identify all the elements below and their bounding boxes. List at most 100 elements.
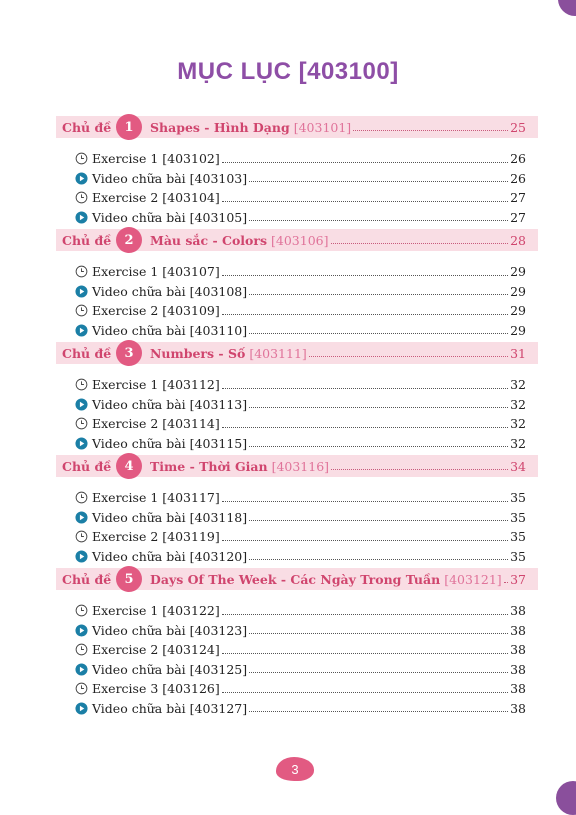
entry-page: 32 (510, 377, 526, 393)
dot-leader (221, 644, 509, 654)
topic-prefix: Chủ đề (62, 119, 112, 135)
entry-page: 29 (510, 264, 526, 280)
toc-entry[interactable]: Exercise 1 [403107] 29 (75, 262, 538, 282)
dot-leader (249, 663, 509, 674)
toc-entry[interactable]: Exercise 2 [403124] 38 (75, 640, 538, 660)
play-circle-icon (75, 663, 88, 676)
topic-title: Shapes - Hình Dạng (150, 119, 290, 135)
toc-entry[interactable]: Video chữa bài [403105] 27 (75, 208, 538, 228)
corner-decoration-top (558, 0, 576, 16)
toc-entry[interactable]: Exercise 2 [403114] 32 (75, 414, 538, 434)
topic-row[interactable]: Chủ đề 5 Days Of The Week - Các Ngày Trong… (56, 566, 538, 592)
dot-leader (249, 550, 509, 561)
toc-entry[interactable]: Exercise 1 [403102] 26 (75, 149, 538, 169)
toc-entry[interactable]: Exercise 2 [403104] 27 (75, 188, 538, 208)
topic-row[interactable]: Chủ đề 4 Time - Thời Gian [403116] 34 (56, 453, 538, 479)
clock-icon (75, 491, 88, 504)
entry-label: Exercise 1 [403107] (92, 264, 220, 280)
dot-leader (249, 437, 509, 448)
entry-page: 38 (510, 700, 526, 716)
topic-page: 34 (510, 458, 526, 474)
toc-entry[interactable]: Exercise 2 [403109] 29 (75, 301, 538, 321)
clock-icon (75, 304, 88, 317)
dot-leader (221, 531, 509, 541)
dot-leader (221, 266, 509, 276)
entry-label: Video chữa bài [403113] (92, 396, 248, 412)
topic-page: 31 (510, 345, 526, 361)
dot-leader (249, 702, 509, 713)
entry-label: Exercise 1 [403102] (92, 151, 220, 167)
topic-prefix: Chủ đề (62, 571, 112, 587)
entry-page: 26 (510, 151, 526, 167)
dot-leader (221, 153, 509, 163)
entry-list: Exercise 1 [403122] 38 Video chữa bài [403… (56, 601, 538, 718)
toc-entry[interactable]: Exercise 1 [403117] 35 (75, 488, 538, 508)
toc-entry[interactable]: Video chữa bài [403115] 32 (75, 434, 538, 454)
toc-entry[interactable]: Video chữa bài [403110] 29 (75, 321, 538, 341)
topic-title: Màu sắc - Colors (150, 232, 268, 248)
entry-list: Exercise 1 [403107] 29 Video chữa bài [403… (56, 262, 538, 340)
topic-number-badge: 2 (116, 227, 142, 253)
entry-page: 35 (510, 529, 526, 545)
entry-label: Exercise 2 [403109] (92, 303, 220, 319)
play-circle-icon (75, 511, 88, 524)
play-circle-icon (75, 285, 88, 298)
play-circle-icon (75, 211, 88, 224)
entry-page: 32 (510, 435, 526, 451)
topic-prefix: Chủ đề (62, 458, 112, 474)
entry-page: 38 (510, 622, 526, 638)
entry-label: Video chữa bài [403115] (92, 435, 248, 451)
clock-icon (75, 152, 88, 165)
toc-entry[interactable]: Video chữa bài [403123] 38 (75, 621, 538, 641)
dot-leader (221, 418, 509, 428)
clock-icon (75, 191, 88, 204)
toc-entry[interactable]: Video chữa bài [403125] 38 (75, 660, 538, 680)
entry-page: 35 (510, 548, 526, 564)
dot-leader (221, 192, 509, 202)
toc-entry[interactable]: Video chữa bài [403113] 32 (75, 395, 538, 415)
toc-entry[interactable]: Video chữa bài [403120] 35 (75, 547, 538, 567)
clock-icon (75, 265, 88, 278)
topic-row[interactable]: Chủ đề 1 Shapes - Hình Dạng [403101] 25 (56, 114, 538, 140)
dot-leader (221, 683, 509, 693)
toc-entry[interactable]: Video chữa bài [403118] 35 (75, 508, 538, 528)
entry-label: Video chữa bài [403110] (92, 322, 248, 338)
entry-label: Exercise 2 [403104] (92, 190, 220, 206)
topic-page: 28 (510, 232, 526, 248)
entry-label: Video chữa bài [403125] (92, 661, 248, 677)
dot-leader (221, 305, 509, 315)
clock-icon (75, 643, 88, 656)
toc-entry[interactable]: Exercise 2 [403119] 35 (75, 527, 538, 547)
dot-leader (249, 172, 509, 183)
entry-label: Exercise 2 [403114] (92, 416, 220, 432)
clock-icon (75, 417, 88, 430)
dot-leader (503, 573, 509, 583)
dot-leader (249, 624, 509, 635)
topic-number-badge: 3 (116, 340, 142, 366)
topic-prefix: Chủ đề (62, 345, 112, 361)
topic-code: [403111] (249, 345, 307, 361)
topic-row[interactable]: Chủ đề 2 Màu sắc - Colors [403106] 28 (56, 227, 538, 253)
topic-code: [403101] (293, 119, 352, 135)
play-circle-icon (75, 437, 88, 450)
entry-label: Exercise 1 [403112] (92, 377, 220, 393)
entry-page: 32 (510, 396, 526, 412)
toc-entry[interactable]: Exercise 1 [403122] 38 (75, 601, 538, 621)
topic-number-badge: 4 (116, 453, 142, 479)
entry-label: Video chữa bài [403103] (92, 170, 248, 186)
entry-page: 27 (510, 209, 526, 225)
toc-entry[interactable]: Video chữa bài [403108] 29 (75, 282, 538, 302)
entry-page: 38 (510, 642, 526, 658)
entry-page: 35 (510, 490, 526, 506)
topic-row[interactable]: Chủ đề 3 Numbers - Số [403111] 31 (56, 340, 538, 366)
toc-entry[interactable]: Exercise 3 [403126] 38 (75, 679, 538, 699)
entry-label: Exercise 3 [403126] (92, 681, 220, 697)
topic-prefix: Chủ đề (62, 232, 112, 248)
dot-leader (308, 347, 509, 357)
entry-page: 29 (510, 303, 526, 319)
toc-entry[interactable]: Video chữa bài [403127] 38 (75, 699, 538, 719)
dot-leader (353, 121, 509, 131)
toc-entry[interactable]: Video chữa bài [403103] 26 (75, 169, 538, 189)
toc-entry[interactable]: Exercise 1 [403112] 32 (75, 375, 538, 395)
play-circle-icon (75, 702, 88, 715)
